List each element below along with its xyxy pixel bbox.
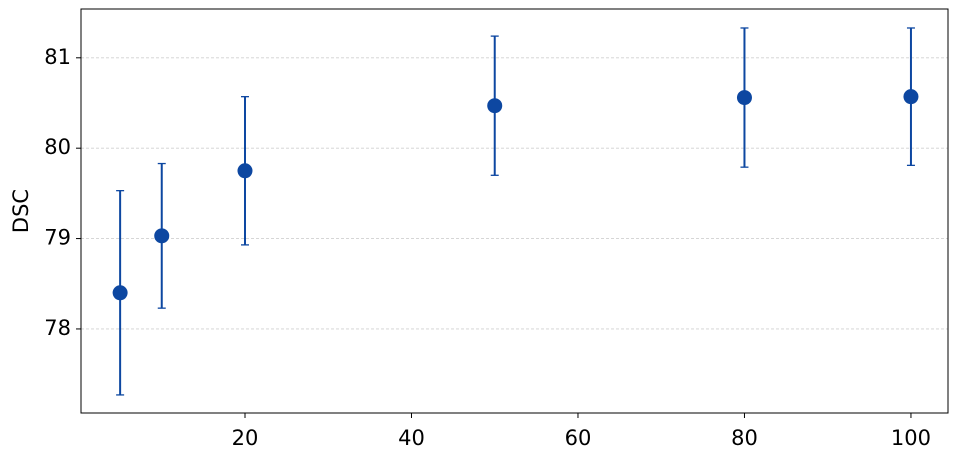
y-axis-label: DSC [9,189,33,233]
x-tick-label: 40 [398,426,425,450]
x-tick-label: 60 [565,426,592,450]
x-tick-label: 20 [232,426,259,450]
y-tick-label: 81 [44,45,71,69]
y-tick-label: 79 [44,226,71,250]
point [112,285,128,301]
point [487,98,503,114]
x-tick-label: 80 [731,426,758,450]
point [736,90,752,106]
point [903,89,919,105]
y-tick-label: 80 [44,135,71,159]
point [154,228,170,244]
point [237,163,253,179]
plot-frame [80,8,949,414]
x-tick-label: 100 [891,426,931,450]
y-tick-label: 78 [44,316,71,340]
